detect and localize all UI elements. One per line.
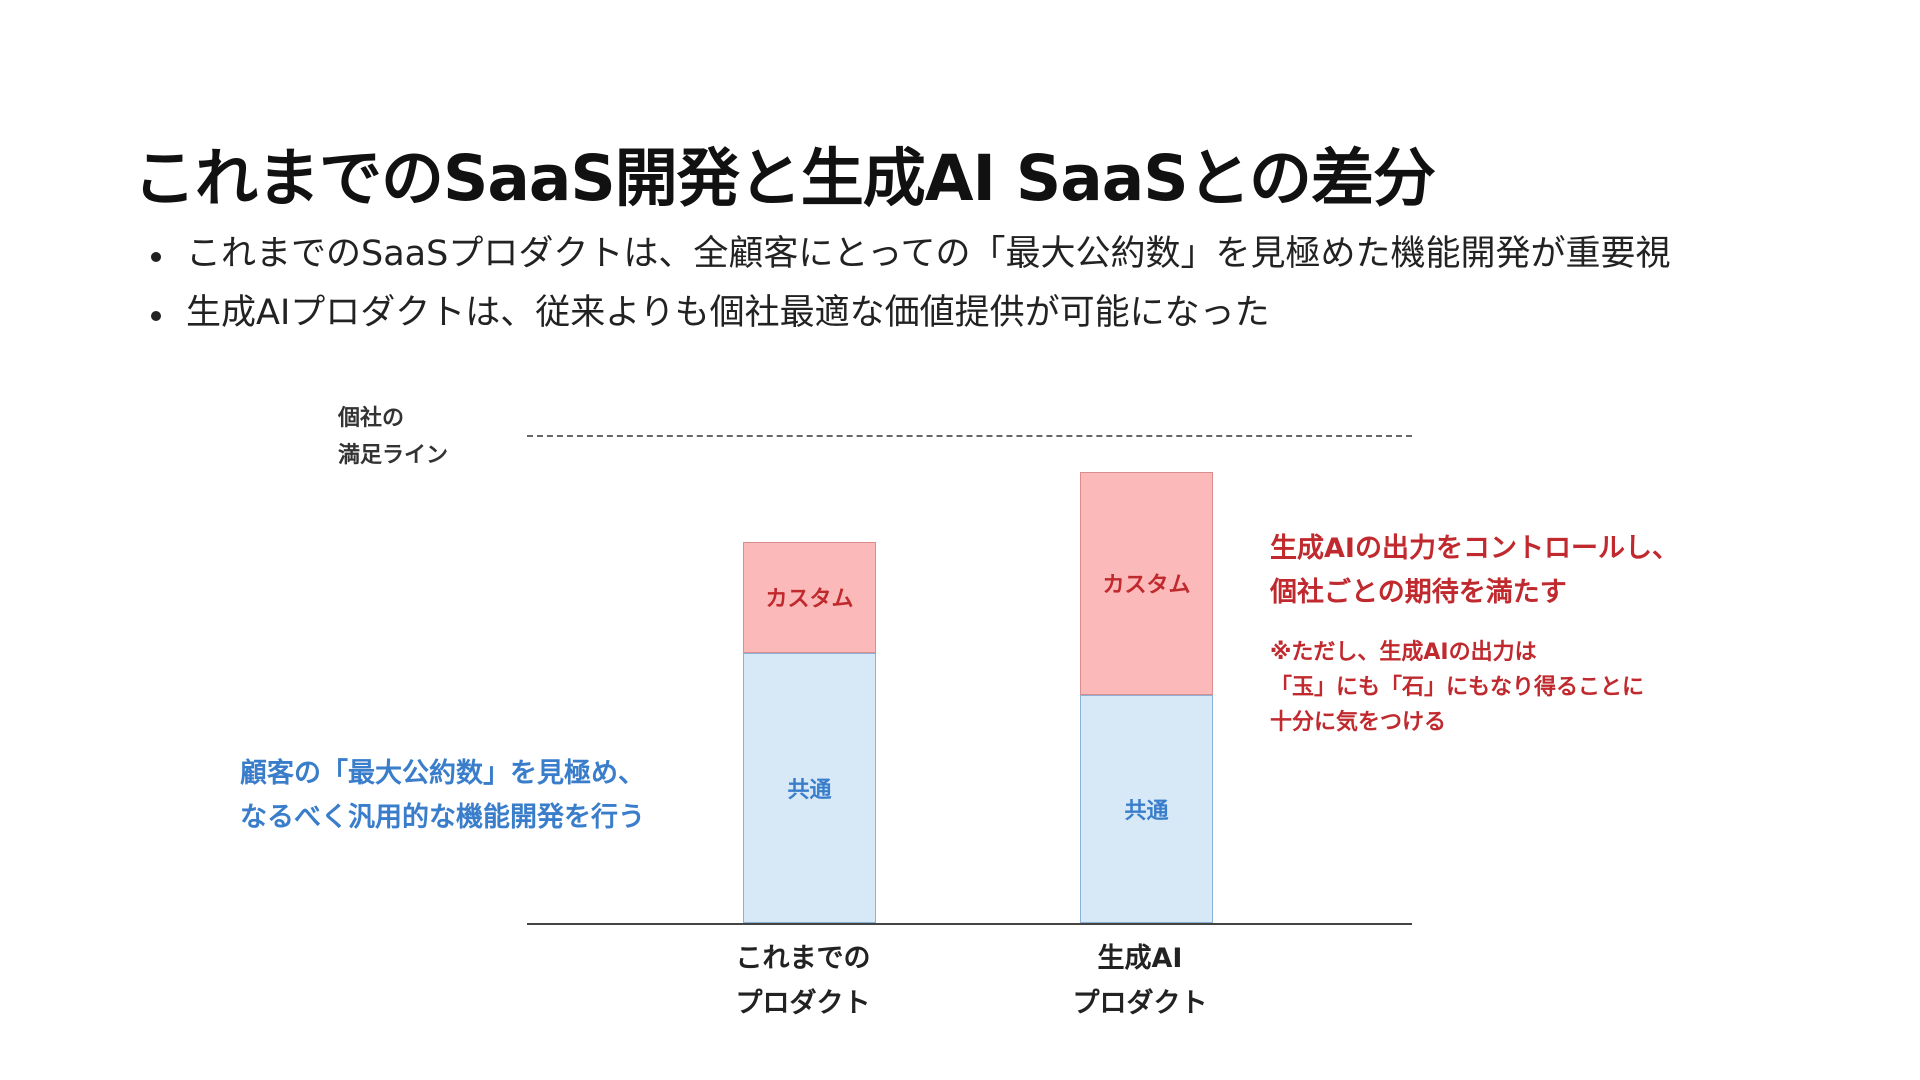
annotation-line: 顧客の「最大公約数」を見極め、 xyxy=(240,758,645,789)
annotation-genai-strategy: 生成AIの出力をコントロールし、 個社ごとの期待を満たす xyxy=(1270,527,1679,615)
slide-title: これまでのSaaS開発と生成AI SaaSとの差分 xyxy=(133,142,1436,215)
satisfaction-label-line: 満足ライン xyxy=(338,443,449,468)
satisfaction-dashed-line xyxy=(527,435,1412,437)
annotation-caution-note: ※ただし、生成AIの出力は 「玉」にも「石」にもなり得ることに 十分に気をつける xyxy=(1270,635,1644,740)
bullet-item: これまでのSaaSプロダクトは、全顧客にとっての「最大公約数」を見極めた機能開発… xyxy=(148,225,1671,284)
product-label-legacy: これまでの プロダクト xyxy=(703,936,903,1026)
bar-segment-custom: カスタム xyxy=(743,542,876,653)
product-label-line: 生成AI xyxy=(1097,943,1183,974)
annotation-line: なるべく汎用的な機能開発を行う xyxy=(240,802,645,833)
bar-segment-custom: カスタム xyxy=(1080,471,1213,696)
bullet-item: 生成AIプロダクトは、従来よりも個社最適な価値提供が可能になった xyxy=(148,284,1671,343)
chart-baseline xyxy=(527,923,1412,925)
annotation-common-strategy: 顧客の「最大公約数」を見極め、 なるべく汎用的な機能開発を行う xyxy=(240,752,645,840)
product-label-line: これまでの xyxy=(735,943,871,974)
satisfaction-label-line: 個社の xyxy=(338,406,405,431)
satisfaction-line-label: 個社の 満足ライン xyxy=(338,400,448,474)
annotation-line: ※ただし、生成AIの出力は xyxy=(1270,640,1537,665)
product-label-line: プロダクト xyxy=(1072,988,1208,1019)
annotation-line: 生成AIの出力をコントロールし、 xyxy=(1270,533,1679,564)
bar-segment-common: 共通 xyxy=(743,652,876,923)
product-label-genai: 生成AI プロダクト xyxy=(1040,936,1240,1026)
bar-segment-common: 共通 xyxy=(1080,695,1213,923)
annotation-line: 十分に気をつける xyxy=(1270,710,1447,735)
annotation-line: 「玉」にも「石」にもなり得ることに xyxy=(1270,675,1645,700)
product-label-line: プロダクト xyxy=(735,988,871,1019)
bullet-list: これまでのSaaSプロダクトは、全顧客にとっての「最大公約数」を見極めた機能開発… xyxy=(148,225,1671,343)
annotation-line: 個社ごとの期待を満たす xyxy=(1270,577,1567,608)
